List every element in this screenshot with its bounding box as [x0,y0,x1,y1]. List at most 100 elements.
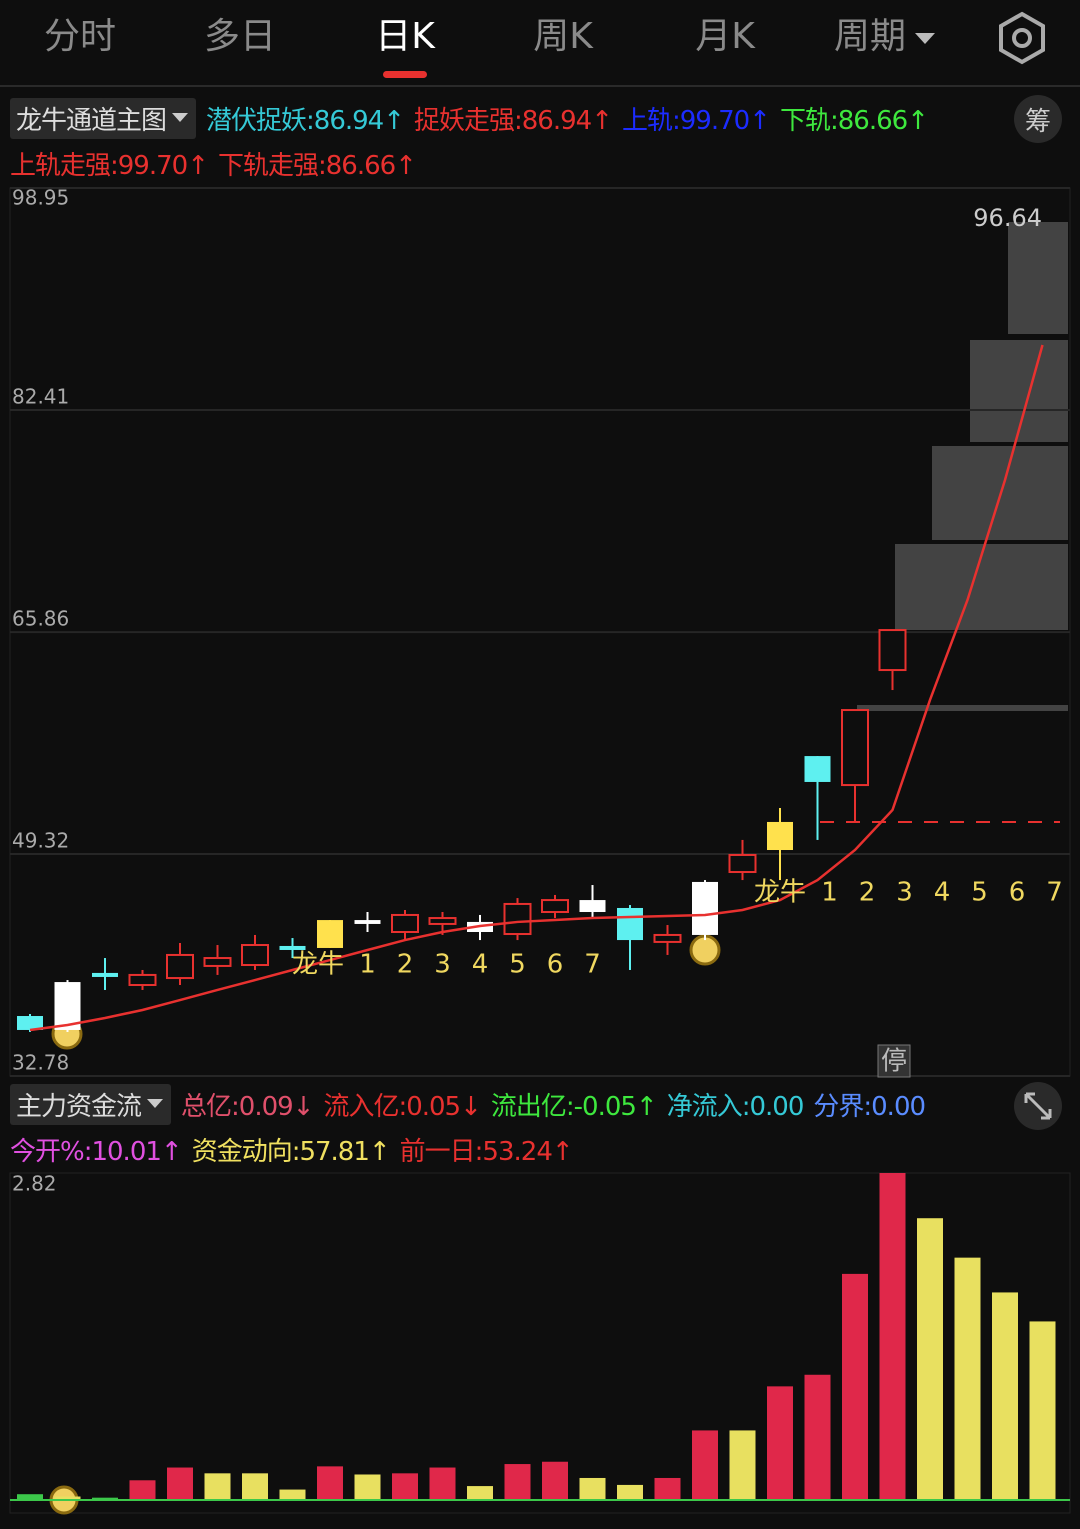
tab[interactable]: 多日 [204,16,276,57]
legend-item: 前一日:53.24↑ [399,1137,574,1167]
bar [579,1477,606,1500]
candle-body [503,902,532,936]
halt-box [877,1044,911,1078]
candle-body [617,907,643,941]
legend-item: 流出亿:-0.05↑ [490,1092,658,1122]
y-tick-label: 49.32 [12,829,69,853]
candle-body [279,945,306,950]
bar [654,1477,681,1500]
legend-item: 上轨走强:99.70↑ [10,151,209,181]
signal-label: 1 [821,878,838,908]
settings-icon-center [1012,28,1032,48]
bar [692,1430,718,1500]
legend-item: 流入亿:0.05↓ [323,1092,481,1122]
bar [429,1467,456,1500]
legend-item: 分界:0.00 [813,1092,926,1122]
signal-label: 7 [584,950,601,980]
period-caret[interactable] [915,33,935,44]
bar [54,1496,81,1500]
expand-icon [1024,1092,1052,1120]
settings-icon[interactable] [999,11,1045,65]
candle-body [767,821,793,851]
candle-body [128,973,157,987]
indicator-dropdown[interactable]: 龙牛通道主图 [10,98,197,139]
bar [542,1461,568,1500]
money-icons [49,934,721,1515]
candle-body [878,629,907,672]
tab[interactable]: 分时 [44,16,116,57]
candle-body [166,953,194,980]
bar [92,1497,118,1500]
signal-label: 龙牛 [754,878,806,908]
legend-item: 今开%:10.01↑ [10,1137,183,1167]
bar [317,1466,343,1500]
legend-item: 总亿:0.09↓ [181,1092,314,1122]
tab[interactable]: 周期 [834,16,906,57]
bar [617,1484,643,1500]
candle-body [728,853,757,874]
bar [954,1257,981,1500]
bar [1029,1321,1056,1500]
ma-line [29,344,1044,1032]
expand-button[interactable] [1014,1082,1062,1130]
tab-indicator [383,71,427,78]
indicator-dropdown[interactable]: 主力资金流 [10,1084,172,1125]
candle-body [317,920,343,948]
bar [767,1386,793,1500]
peak-label: 96.64 [973,204,1042,232]
bar [842,1273,868,1500]
bar [354,1474,381,1500]
bar [129,1480,156,1500]
signal-label: 龙牛 [292,950,344,980]
bar [467,1486,493,1500]
signal-label: 4 [472,950,489,980]
candle-body [653,933,682,943]
legend-item: 捉妖走强:86.94↑ [414,106,613,136]
bar [17,1494,43,1500]
signal-label: 6 [1009,878,1026,908]
candle-body [579,900,606,913]
tab[interactable]: 日K [375,16,436,57]
candle-body [692,881,718,935]
signal-label: 7 [1046,878,1063,908]
chip-button[interactable]: 筹 [1014,95,1062,143]
legend-item: 资金动向:57.81↑ [191,1137,391,1167]
tab[interactable]: 周K [533,16,594,57]
bar [279,1489,306,1500]
sub-legend: 主力资金流 总亿:0.09↓ 流入亿:0.05↓ 流出亿:-0.05↑ 净流入:0.0… [10,1084,1010,1168]
bar [392,1473,418,1500]
legend-item: 上轨:99.70↑ [621,106,771,136]
y-tick-label: 32.78 [12,1051,69,1075]
bar [504,1464,531,1500]
signal-label: 5 [509,950,526,980]
bar [917,1218,943,1500]
legend-item: 下轨:86.66↑ [779,106,929,136]
candle-body [541,899,569,914]
sub-panel-frame [9,1172,1071,1514]
legend-item: 潜伏捉妖:86.94↑ [206,106,405,136]
bar [729,1430,756,1500]
signal-label: 6 [547,950,564,980]
signal-label: 4 [934,878,951,908]
y-tick-label: 65.86 [12,607,69,631]
y-tick-label: 98.95 [12,186,69,210]
candle-body [804,756,831,782]
candle-body [203,957,232,967]
candle-body [54,982,81,1030]
signal-label: 1 [359,950,376,980]
candle-body [354,920,381,924]
candle-body [17,1016,43,1030]
bar [242,1473,268,1500]
main-legend: 龙牛通道主图 潜伏捉妖:86.94↑ 捉妖走强:86.94↑ 上轨:99.70↑ 下轨… [10,98,1010,182]
candle-body [241,944,269,967]
legend-item: 净流入:0.00 [666,1092,805,1122]
signal-label: 2 [859,878,876,908]
tab[interactable]: 月K [695,16,756,57]
candle-body [428,917,457,925]
candle-body [391,913,419,934]
signal-label: 5 [971,878,988,908]
bar [167,1467,193,1500]
signal-label: 3 [434,950,451,980]
bar [879,1173,906,1500]
